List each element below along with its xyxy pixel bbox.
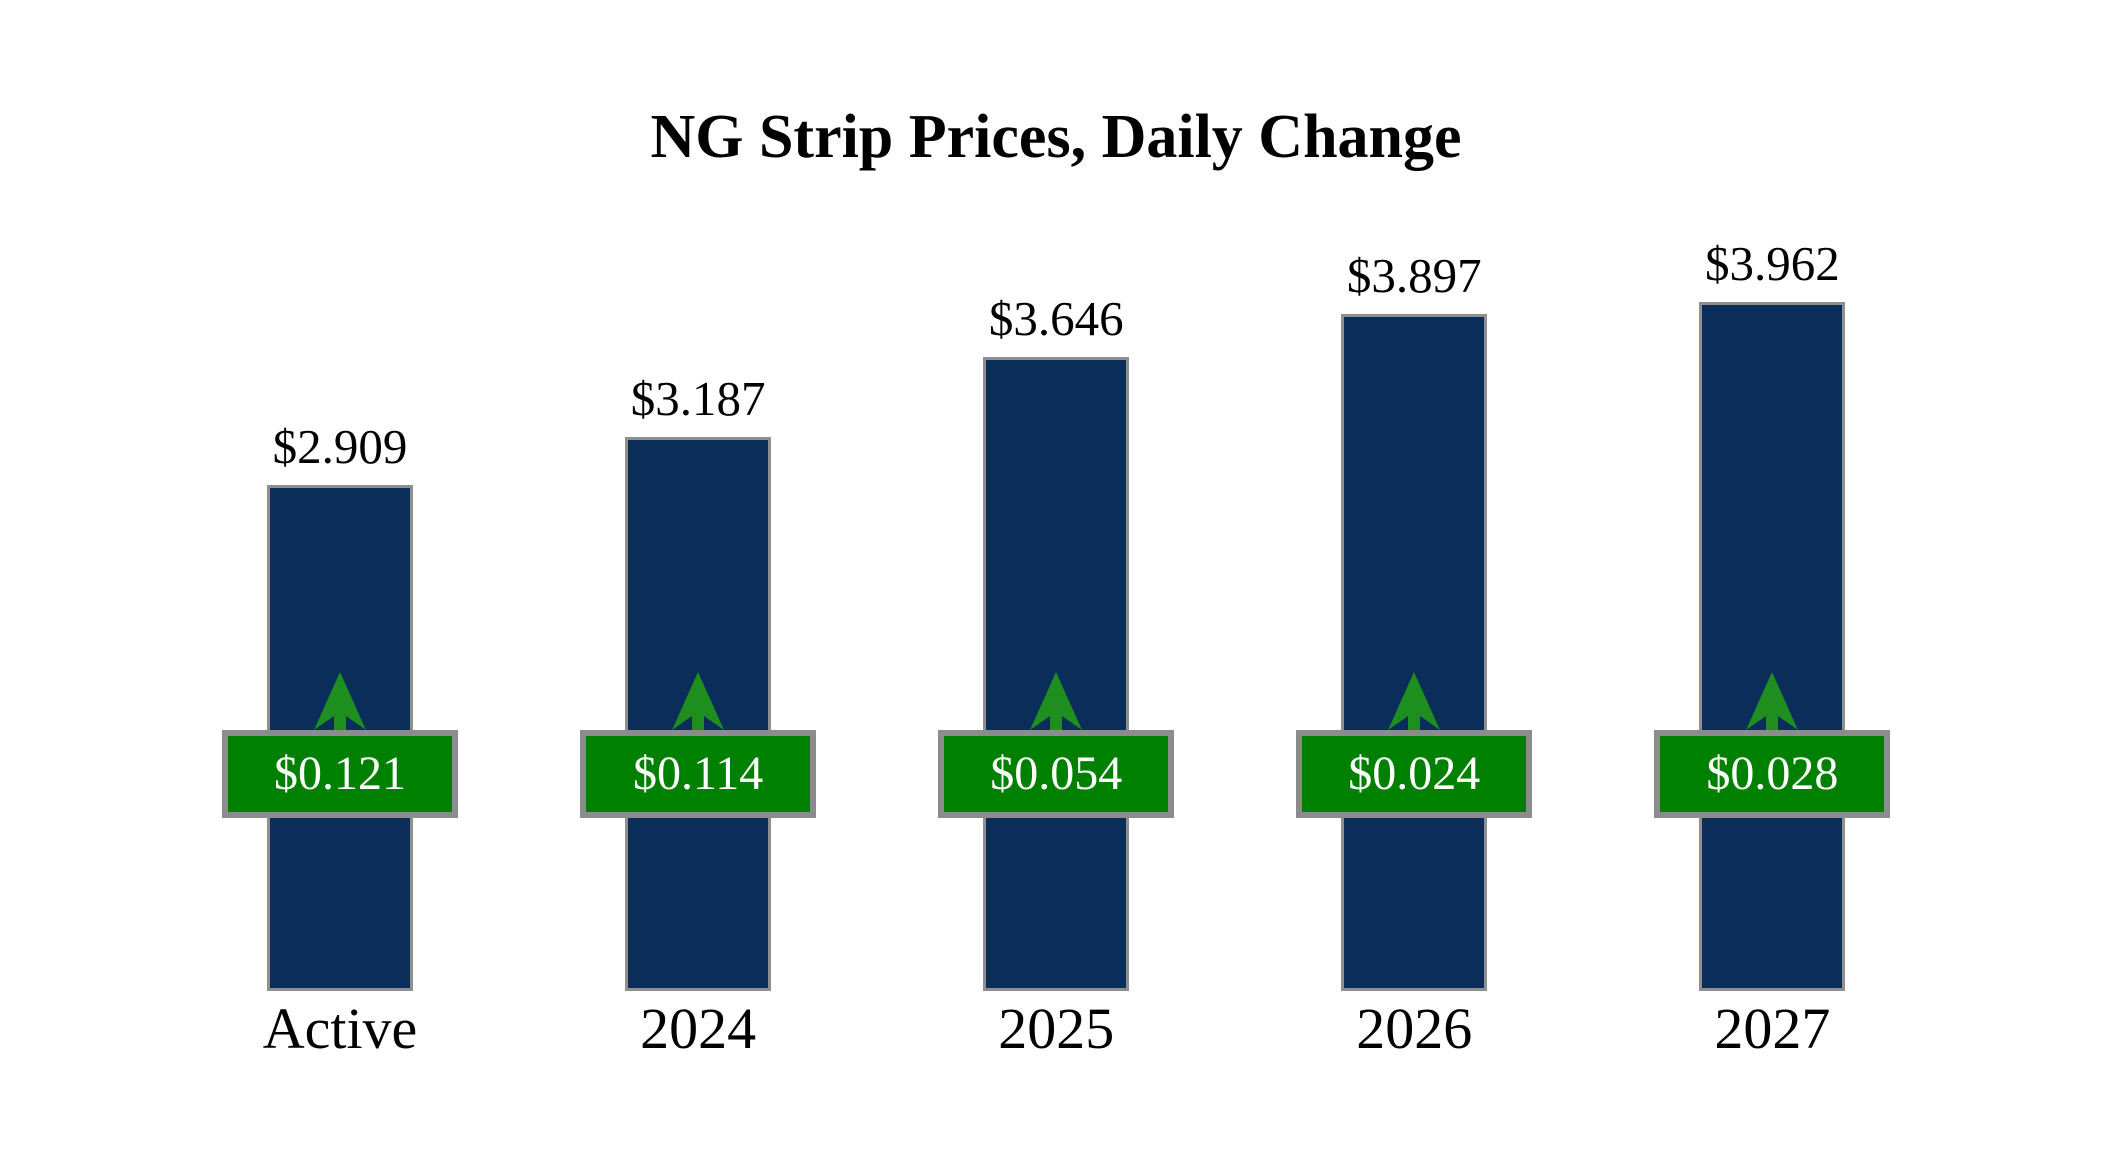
category-label: 2027: [1714, 996, 1831, 1061]
bar-value-label: $3.646: [988, 291, 1124, 347]
up-arrow-icon: [672, 672, 725, 730]
up-arrow-icon: [314, 672, 366, 730]
up-arrow-icon: [1746, 672, 1799, 730]
category-label: Active: [262, 996, 418, 1061]
category-label: 2025: [998, 996, 1115, 1061]
badge-value: $0.024: [1348, 747, 1481, 800]
up-arrow-icon: [1388, 672, 1441, 730]
bar-value-label: $2.909: [272, 419, 408, 475]
bar-value-label: $3.962: [1705, 236, 1840, 292]
chart-title: NG Strip Prices, Daily Change: [650, 103, 1462, 171]
bar: [1699, 302, 1846, 991]
bar: [1341, 313, 1488, 991]
daily-change-badge: $0.121: [222, 730, 458, 818]
category-label: 2024: [640, 996, 757, 1061]
badge-value: $0.028: [1706, 747, 1839, 800]
daily-change-badge: $0.028: [1654, 730, 1891, 818]
bar-value-label: $3.897: [1346, 247, 1482, 303]
category-label: 2026: [1356, 996, 1473, 1061]
badge-value: $0.121: [274, 747, 406, 800]
daily-change-badge: $0.054: [938, 730, 1175, 818]
up-arrow-icon: [1030, 672, 1083, 730]
daily-change-badge: $0.024: [1296, 730, 1533, 818]
badge-value: $0.114: [632, 747, 764, 800]
badge-value: $0.054: [990, 747, 1123, 800]
bar-value-label: $3.187: [630, 371, 766, 427]
daily-change-badge: $0.114: [580, 730, 817, 818]
